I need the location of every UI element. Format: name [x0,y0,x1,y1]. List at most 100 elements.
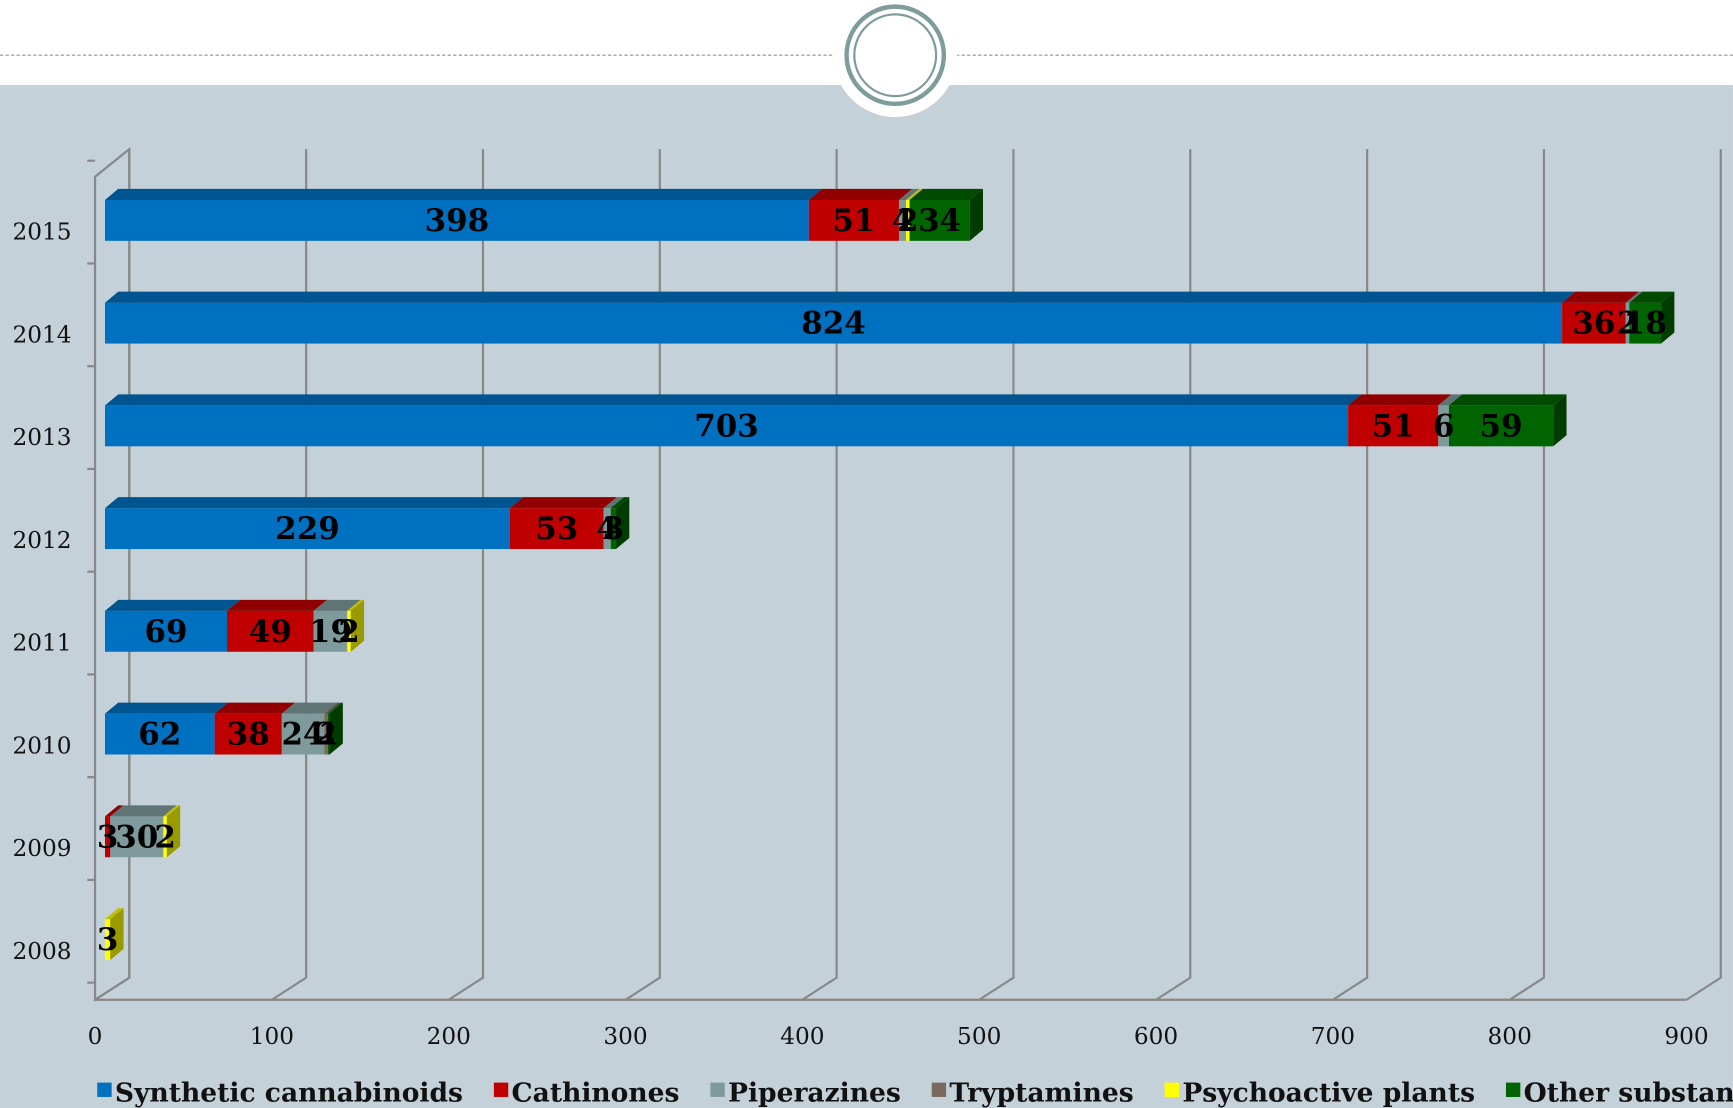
bar-segment [110,816,164,858]
bar-top [324,702,342,714]
bar-segment [327,713,330,755]
bar-segment [104,199,809,241]
legend-swatch [1164,1082,1180,1097]
bar-segment [1625,302,1630,344]
x-tick-label: 100 [250,1023,294,1050]
data-label: 824 [801,306,866,342]
bar-segment [509,508,604,550]
data-label: 30 [115,819,158,855]
bar-top [313,599,361,611]
bar-segment [898,199,907,241]
data-label: 18 [1624,306,1667,342]
bar-segment [104,508,510,550]
bar-segment [808,199,899,241]
bar-segment [104,713,215,755]
legend-label: Tryptamines [949,1077,1133,1108]
bar-segment [603,508,611,550]
bar-segment [313,610,348,652]
data-label: 2 [154,819,176,855]
bar-segment [1438,405,1449,447]
x-tick-label: 0 [88,1023,103,1050]
y-tick-label: 2011 [12,630,71,657]
bar-segment [104,919,111,960]
legend-swatch [710,1082,725,1097]
data-label: 3 [97,922,119,958]
x-tick-label: 400 [780,1023,824,1050]
bar-top [1562,291,1640,303]
bar-segment [324,713,328,755]
data-label: 2 [1617,306,1639,342]
data-label: 398 [425,203,490,239]
y-tick-label: 2012 [12,527,71,554]
data-label: 6 [1433,408,1455,444]
grid-line [1685,149,1722,1001]
data-label: 51 [1372,408,1415,444]
bar-side [1661,291,1675,344]
data-label: 3 [603,511,625,547]
bar-top [509,497,617,509]
data-label: 36 [1572,306,1615,342]
y-tick-label: 2009 [12,835,71,862]
data-label: 19 [309,614,352,650]
x-tick-label: 500 [957,1023,1001,1050]
bar-top [104,188,823,200]
data-label: 2 [315,717,337,753]
bar-top [909,188,983,200]
legend-label: Psychoactive plants [1182,1077,1475,1108]
data-label: 703 [694,408,759,444]
data-label: 2 [338,614,360,650]
bar-segment [1562,302,1626,344]
bar-segment [1348,405,1439,447]
legend-label: Synthetic cannabinoids [115,1077,463,1108]
bar-segment [227,610,314,652]
bar-top [327,702,343,714]
x-tick-label: 800 [1488,1023,1532,1050]
y-tick-label: 2014 [12,321,71,348]
bar-top [808,188,913,200]
data-label: 34 [918,203,961,239]
bar-side [350,599,365,652]
bar-top [610,497,630,509]
bar-top [347,599,365,611]
background [0,85,1733,1108]
legend-label: Other substances [1524,1077,1733,1108]
data-label: 2 [897,203,919,239]
bar-segment [1629,302,1662,344]
data-label: 3 [97,819,119,855]
x-tick-label: 300 [603,1023,647,1050]
bar-segment [163,816,167,858]
bar-top [898,188,920,200]
data-label: 59 [1480,408,1523,444]
legend-label: Cathinones [512,1077,680,1108]
bar-top [110,805,177,817]
data-label: 38 [227,717,270,753]
bar-top [104,908,124,920]
bar-segment [1448,405,1554,447]
bar-top [104,291,1576,303]
bar-top [906,188,923,200]
bar-top [227,599,327,611]
bar-top [281,702,338,714]
header-ring [844,4,947,107]
data-label: 4 [892,203,914,239]
bar-segment [906,199,910,241]
x-tick-label: 700 [1311,1023,1355,1050]
data-label: 24 [282,717,325,753]
legend-swatch [931,1082,947,1097]
y-tick-label: 2015 [12,219,71,246]
bar-top [1438,394,1463,406]
bar-top [104,805,124,817]
data-label: 69 [144,614,187,650]
x-tick-label: 900 [1664,1023,1708,1050]
data-label: 229 [275,511,340,547]
data-label: 4 [596,511,618,547]
legend-swatch [493,1082,509,1097]
bar-segment [214,713,282,755]
bar-top [1348,394,1452,406]
bar-segment [104,405,1349,447]
legend-swatch [1505,1082,1521,1097]
bar-top [104,599,241,611]
bar-side [616,497,630,550]
data-label: 1 [318,717,340,753]
